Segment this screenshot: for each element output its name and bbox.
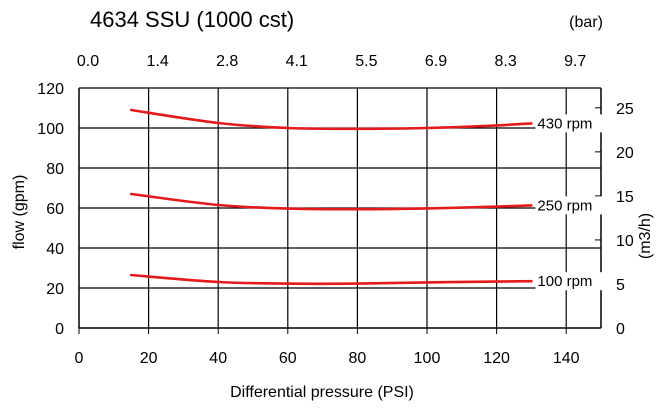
y2-tick-label: 25 (616, 101, 634, 118)
x-axis-label: Differential pressure (PSI) (230, 384, 414, 401)
x-tick-label: 120 (483, 350, 510, 367)
series-label: 430 rpm (537, 115, 592, 132)
x-tick-label: 80 (349, 350, 367, 367)
x-tick-label: 100 (414, 350, 441, 367)
x2-tick-label: 5.5 (355, 53, 377, 70)
x-tick-label: 140 (553, 350, 580, 367)
series-label-bg (535, 196, 606, 215)
x-tick-label: 40 (209, 350, 227, 367)
y2-tick-label: 0 (616, 321, 625, 338)
y2-axis-label: (m3/h) (637, 213, 654, 259)
y-tick-label: 60 (46, 201, 64, 218)
y2-tick-label: 20 (616, 145, 634, 162)
x2-axis-ticks: 0.0 1.4 2.8 4.1 5.5 6.9 8.3 9.7 (77, 53, 587, 70)
y-tick-label: 80 (46, 161, 64, 178)
x2-tick-label: 9.7 (564, 53, 586, 70)
x2-tick-label: 4.1 (286, 53, 308, 70)
series-lines (129, 108, 533, 286)
y-axis-ticks: 0 20 40 60 80 100 120 (37, 81, 64, 338)
series-labels: 430 rpm 250 rpm 100 rpm (535, 114, 606, 291)
chart-title: 4634 SSU (1000 cst) (90, 7, 294, 32)
y-tick-label: 0 (55, 321, 64, 338)
y-tick-label: 120 (37, 81, 64, 98)
x-tick-label: 20 (140, 350, 158, 367)
series-line (129, 273, 533, 286)
y2-tick-label: 10 (616, 233, 634, 250)
series-label: 100 rpm (537, 273, 592, 290)
series-label-bg (535, 114, 606, 133)
series-label: 250 rpm (537, 197, 592, 214)
series-line (129, 108, 533, 131)
y2-tick-label: 5 (616, 277, 625, 294)
y-tick-label: 40 (46, 241, 64, 258)
x2-tick-label: 2.8 (216, 53, 238, 70)
y-tick-label: 20 (46, 281, 64, 298)
series-label-bg (535, 272, 606, 291)
x-tick-label: 60 (279, 350, 297, 367)
x2-tick-label: 6.9 (425, 53, 447, 70)
y-axis-label: flow (gpm) (11, 175, 28, 250)
y-tick-label: 100 (37, 121, 64, 138)
x2-tick-label: 8.3 (494, 53, 516, 70)
x2-tick-label: 0.0 (77, 53, 99, 70)
x2-tick-label: 1.4 (146, 53, 168, 70)
x-axis-ticks: 0 20 40 60 80 100 120 140 (75, 328, 580, 367)
x-tick-label: 0 (75, 350, 84, 367)
y2-tick-label: 15 (616, 189, 634, 206)
x2-axis-label: (bar) (569, 14, 603, 31)
series-line (129, 192, 533, 211)
y2-axis-ticks: 0 5 10 15 20 25 (595, 101, 634, 338)
